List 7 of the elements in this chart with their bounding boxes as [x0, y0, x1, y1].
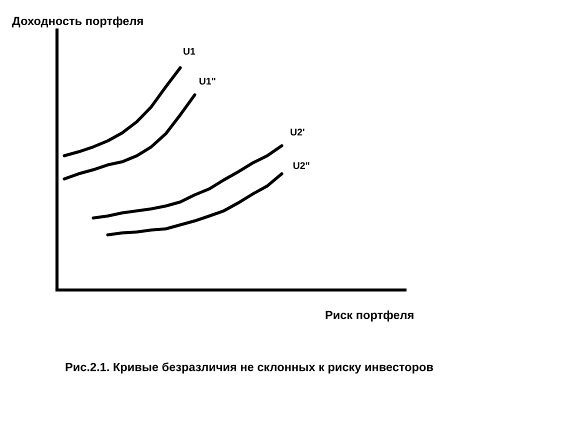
- series-label: U2": [293, 162, 310, 170]
- text: Рис.2.1. Кривые безразличия не склонных к риску инвесторов: [66, 362, 434, 374]
- series-label: U1": [200, 78, 216, 85]
- series-label: U2': [290, 128, 304, 136]
- x-axis-title: Риск портфеля: [326, 310, 414, 322]
- y-axis-title: Доходность портфеля: [12, 16, 143, 28]
- series-label: U1: [184, 48, 196, 55]
